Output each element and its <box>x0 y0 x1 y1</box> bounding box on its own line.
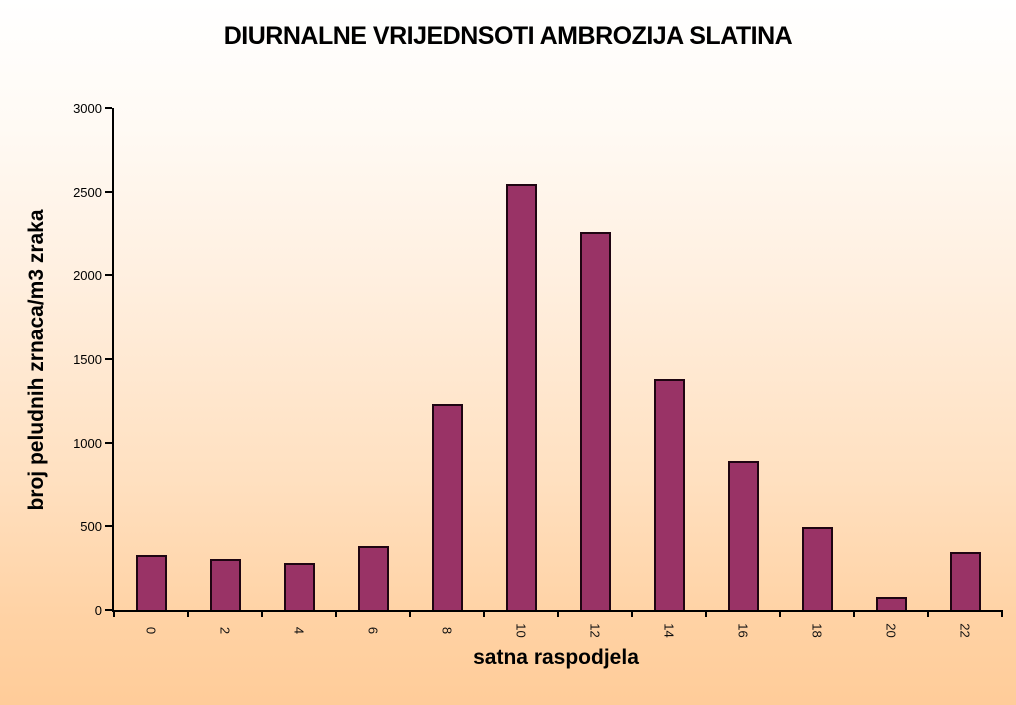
y-tick-label: 1500 <box>73 352 102 367</box>
x-tick-mark <box>1001 610 1003 617</box>
x-category-label: 8 <box>439 626 455 635</box>
x-category-label: 2 <box>217 626 233 635</box>
x-axis-title: satna raspodjela <box>473 646 639 669</box>
bar <box>283 563 315 610</box>
y-tick-mark <box>105 358 112 360</box>
x-category-label: 18 <box>809 623 825 638</box>
plot-area: 0 500 1000 1500 2000 2500 3000 0 2 4 6 8 10 12 14 16 18… <box>73 102 1003 638</box>
x-category-label: 0 <box>143 626 159 635</box>
x-tick-mark <box>483 610 485 617</box>
chart-title: DIURNALNE VRIJEDNSOTI AMBROZIJA SLATINA <box>223 22 793 50</box>
bar <box>875 597 907 610</box>
x-tick-mark <box>927 610 929 617</box>
x-category-label: 6 <box>365 626 381 635</box>
y-tick-label: 3000 <box>73 101 102 116</box>
y-tick-mark <box>105 441 112 444</box>
x-category-label: 20 <box>883 623 899 638</box>
x-category-label: 14 <box>661 623 677 638</box>
x-category-label: 16 <box>735 623 751 638</box>
bar <box>209 559 241 610</box>
y-tick-label: 0 <box>94 603 102 618</box>
x-tick-mark <box>335 610 337 617</box>
y-tick-mark <box>105 190 112 193</box>
x-tick-mark <box>557 610 559 617</box>
y-axis-title: broj peludnih zrnaca/m3 zraka <box>25 209 48 511</box>
bar <box>431 404 463 610</box>
x-tick-mark <box>409 610 411 617</box>
y-tick-label: 2500 <box>73 184 102 200</box>
bar <box>135 555 167 610</box>
x-tick-mark <box>261 610 263 617</box>
bar <box>579 232 611 610</box>
bar <box>949 552 981 610</box>
bar <box>801 527 833 610</box>
y-tick-mark <box>105 274 112 277</box>
x-category-label: 4 <box>291 626 307 635</box>
bar <box>653 379 685 610</box>
bar <box>357 546 389 610</box>
x-tick-mark <box>779 610 781 617</box>
y-tick-label: 500 <box>80 519 102 535</box>
x-tick-mark <box>113 610 115 617</box>
y-tick-mark <box>105 525 112 528</box>
x-category-label: 10 <box>513 623 529 638</box>
y-tick-label: 2000 <box>73 268 102 284</box>
bar <box>727 461 759 610</box>
x-tick-mark <box>631 610 633 617</box>
x-category-label: 22 <box>957 623 973 638</box>
x-tick-mark <box>853 610 855 617</box>
y-tick-mark <box>105 609 112 611</box>
bar <box>505 184 537 610</box>
x-category-label: 12 <box>587 623 603 638</box>
y-tick-label: 1000 <box>73 435 102 451</box>
y-tick-mark <box>105 107 112 109</box>
x-tick-mark <box>187 610 189 617</box>
x-tick-mark <box>705 610 707 617</box>
